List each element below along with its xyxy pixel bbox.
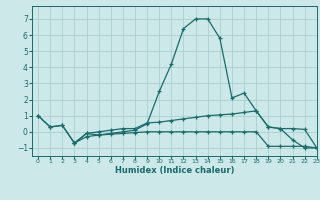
X-axis label: Humidex (Indice chaleur): Humidex (Indice chaleur): [115, 166, 234, 175]
